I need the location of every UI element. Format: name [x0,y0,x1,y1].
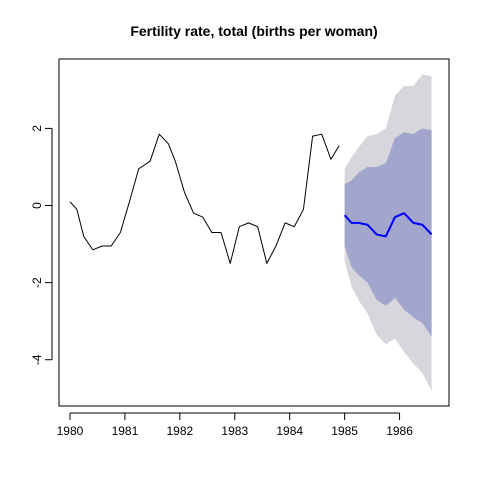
x-tick-label: 1981 [112,424,139,438]
y-tick-label: 0 [30,202,44,209]
x-tick-label: 1984 [276,424,303,438]
y-tick-label: 2 [30,125,44,132]
plot-frame [58,58,450,407]
history-line [69,133,340,264]
x-axis: 1980 1981 1982 1983 1984 1985 1986 [57,412,413,438]
y-axis: -4 -2 0 2 [30,125,53,365]
forecast-line [343,212,433,238]
series-lines [69,133,433,264]
x-tick-label: 1983 [221,424,248,438]
y-tick-label: -2 [30,277,44,288]
x-tick-label: 1985 [331,424,358,438]
y-tick-label: -4 [30,354,44,365]
x-tick-label: 1980 [57,424,84,438]
x-tick-label: 1982 [166,424,193,438]
chart-title: Fertility rate, total (births per woman) [130,23,377,39]
x-tick-label: 1986 [386,424,413,438]
